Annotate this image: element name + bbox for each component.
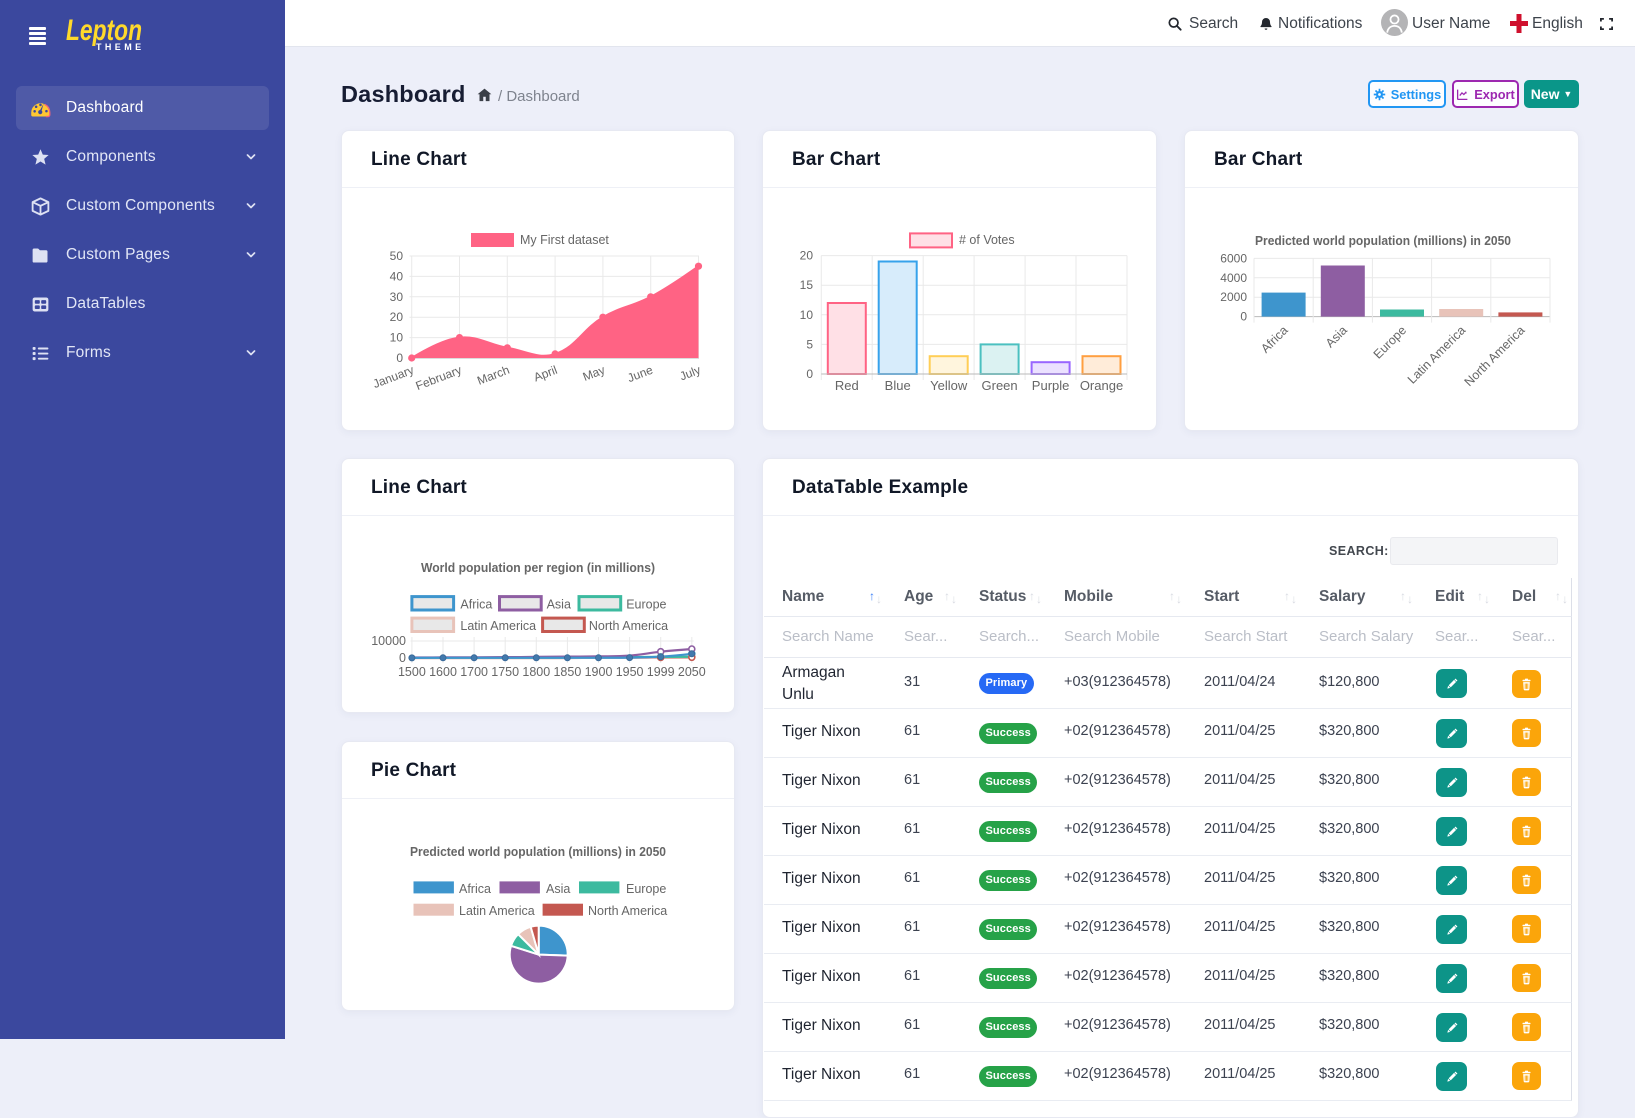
svg-text:1999: 1999 (647, 665, 675, 679)
svg-text:5: 5 (806, 337, 813, 351)
svg-text:1700: 1700 (460, 665, 488, 679)
svg-text:10000: 10000 (371, 634, 406, 648)
svg-text:July: July (678, 363, 703, 384)
svg-text:Latin America: Latin America (1405, 323, 1468, 386)
svg-text:40: 40 (390, 269, 404, 283)
svg-text:15: 15 (800, 278, 814, 292)
svg-text:February: February (414, 363, 464, 393)
svg-text:North America: North America (589, 619, 668, 633)
svg-text:Predicted world population (mi: Predicted world population (millions) in… (1255, 233, 1511, 248)
svg-text:Africa: Africa (459, 882, 491, 896)
svg-text:Blue: Blue (885, 378, 911, 393)
svg-text:Europe: Europe (626, 598, 666, 612)
svg-text:Orange: Orange (1080, 378, 1123, 393)
svg-text:April: April (532, 363, 559, 385)
svg-text:Green: Green (982, 378, 1018, 393)
svg-text:Predicted world population (mi: Predicted world population (millions) in… (410, 844, 666, 859)
svg-text:1600: 1600 (429, 665, 457, 679)
svg-text:May: May (581, 363, 607, 384)
svg-text:Asia: Asia (546, 882, 570, 896)
svg-text:20: 20 (800, 249, 814, 263)
svg-text:1900: 1900 (585, 665, 613, 679)
svg-text:2000: 2000 (1220, 290, 1247, 304)
svg-text:0: 0 (396, 351, 403, 365)
svg-text:0: 0 (806, 367, 813, 381)
svg-text:10: 10 (800, 308, 814, 322)
svg-text:Lepton: Lepton (66, 14, 142, 47)
svg-text:10: 10 (390, 331, 404, 345)
svg-text:January: January (371, 363, 416, 391)
svg-text:1850: 1850 (553, 665, 581, 679)
svg-text:March: March (475, 363, 511, 388)
svg-text:Red: Red (835, 378, 859, 393)
svg-text:Africa: Africa (1258, 323, 1291, 356)
svg-text:Europe: Europe (1371, 323, 1409, 361)
svg-text:My First dataset: My First dataset (520, 233, 609, 247)
svg-text:Asia: Asia (547, 598, 571, 612)
svg-text:0: 0 (1240, 310, 1247, 324)
svg-text:Africa: Africa (460, 598, 492, 612)
svg-text:2050: 2050 (678, 665, 706, 679)
svg-text:Yellow: Yellow (930, 378, 968, 393)
svg-text:6000: 6000 (1220, 251, 1247, 265)
svg-text:1750: 1750 (491, 665, 519, 679)
svg-text:Europe: Europe (626, 882, 666, 896)
svg-text:1950: 1950 (616, 665, 644, 679)
svg-text:Purple: Purple (1032, 378, 1070, 393)
svg-text:Latin America: Latin America (459, 904, 535, 918)
svg-text:World population per region (i: World population per region (in millions… (421, 560, 655, 575)
svg-text:4000: 4000 (1220, 271, 1247, 285)
svg-text:Asia: Asia (1323, 323, 1350, 350)
svg-text:30: 30 (390, 290, 404, 304)
svg-text:50: 50 (390, 249, 404, 263)
svg-text:North America: North America (1462, 323, 1528, 389)
svg-text:Latin America: Latin America (460, 619, 536, 633)
svg-text:June: June (625, 363, 655, 386)
svg-text:# of Votes: # of Votes (959, 233, 1015, 247)
svg-text:0: 0 (399, 651, 406, 665)
svg-text:1800: 1800 (522, 665, 550, 679)
svg-text:1500: 1500 (398, 665, 426, 679)
svg-text:North America: North America (588, 904, 667, 918)
svg-text:20: 20 (390, 310, 404, 324)
